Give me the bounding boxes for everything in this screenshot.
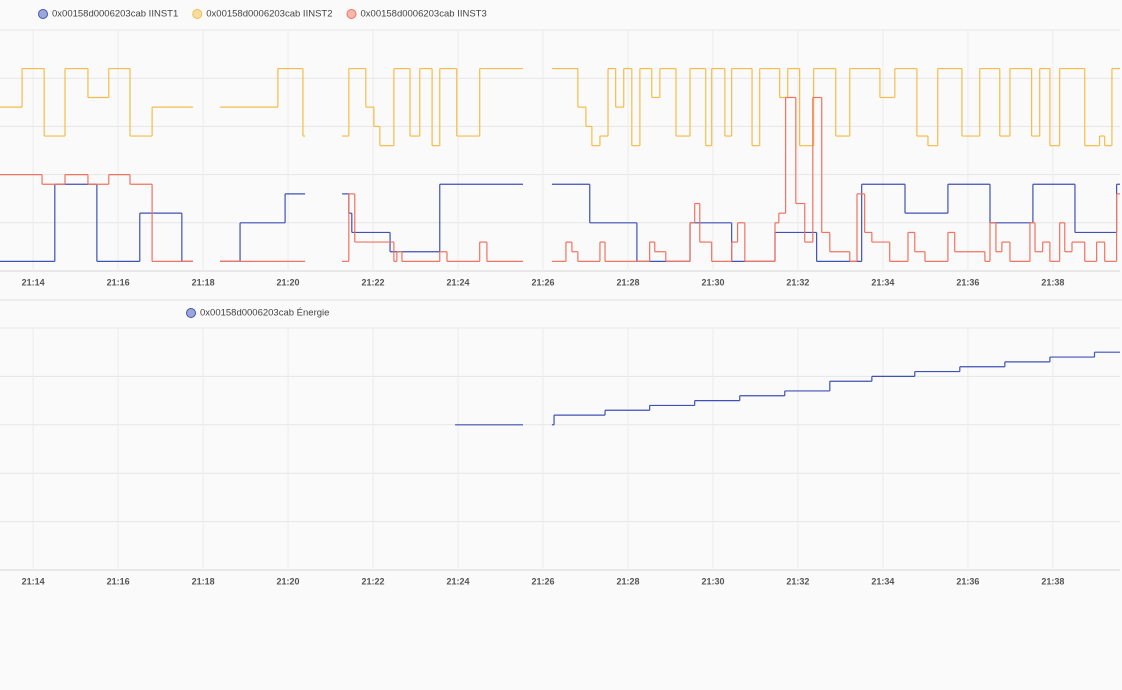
series-line — [0, 96, 1120, 262]
legend-swatch — [192, 9, 203, 19]
x-tick-label: 21:30 — [701, 277, 724, 287]
x-tick-label: 21:18 — [192, 576, 215, 586]
x-tick-label: 21:26 — [531, 277, 554, 287]
x-tick-label: 21:16 — [107, 277, 130, 287]
x-tick-label: 21:32 — [786, 277, 809, 287]
x-tick-label: 21:20 — [277, 277, 300, 287]
legend-swatch — [186, 308, 196, 318]
x-tick-label: 21:14 — [22, 576, 45, 586]
x-tick-label: 21:16 — [107, 576, 130, 586]
x-tick-label: 21:38 — [1041, 277, 1064, 287]
legend-label: 0x00158d0006203cab IINST3 — [361, 9, 487, 20]
x-tick-label: 21:22 — [362, 277, 385, 287]
x-tick-label: 21:26 — [531, 576, 554, 586]
legend: 0x00158d0006203cab Énergie — [186, 308, 329, 319]
x-tick-label: 21:24 — [447, 576, 470, 586]
x-tick-label: 21:30 — [701, 576, 724, 586]
x-tick-label: 21:28 — [616, 277, 639, 287]
x-tick-label: 21:34 — [871, 277, 894, 287]
x-tick-label: 21:28 — [616, 576, 639, 586]
legend-swatch — [38, 9, 48, 19]
x-tick-label: 21:22 — [362, 576, 385, 586]
x-tick-label: 21:14 — [22, 277, 45, 287]
series-line — [455, 351, 1120, 426]
series-line — [0, 67, 1120, 147]
x-tick-label: 21:20 — [277, 576, 300, 586]
legend-label: 0x00158d0006203cab Énergie — [200, 308, 329, 319]
x-tick-label: 21:24 — [447, 277, 470, 287]
x-tick-label: 21:36 — [956, 576, 979, 586]
legend-swatch — [346, 9, 357, 19]
x-tick-label: 21:32 — [786, 576, 809, 586]
x-tick-label: 21:34 — [871, 576, 894, 586]
x-tick-label: 21:38 — [1041, 576, 1064, 586]
legend-label: 0x00158d0006203cab IINST1 — [52, 9, 178, 20]
legend-label: 0x00158d0006203cab IINST2 — [206, 9, 332, 20]
x-tick-label: 21:18 — [192, 277, 215, 287]
x-tick-label: 21:36 — [956, 277, 979, 287]
legend: 0x00158d0006203cab IINST1 0x00158d0006203… — [38, 9, 487, 20]
